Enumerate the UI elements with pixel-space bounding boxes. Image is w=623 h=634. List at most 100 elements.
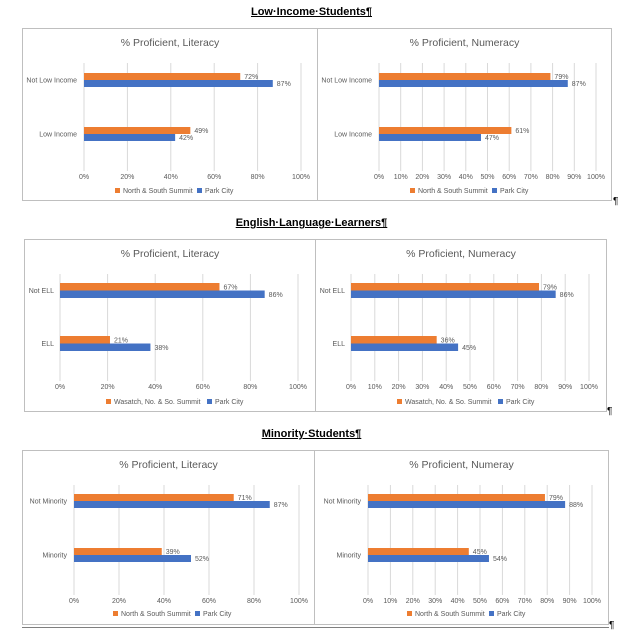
pilcrow-mark: ¶ [613,196,619,207]
bar-chart-5: 0% 10% 20% 30% 40% 50% 60% 70% 80% 90% 100% % Profi… [324,459,601,618]
tick-label: 20% [392,384,406,391]
tick-label: 90% [567,174,581,181]
chart-panel-minority-literacy: 0% 20% 40% 60% 80% 100% % Proficient, Literacy… [22,450,315,625]
tick-label: 70% [511,384,525,391]
tick-label: 0% [55,384,65,391]
pilcrow-mark: ¶ [609,620,615,631]
tick-label: 80% [247,598,261,605]
tick-label: 60% [196,384,210,391]
bar-orange [60,283,220,291]
bar-chart-0: 0% 20% 40% 60% 80% 100% % Proficient, Literacy… [26,37,310,195]
category-label: ELL [42,341,55,348]
tick-label: 10% [368,384,382,391]
tick-label: 80% [243,384,257,391]
legend-label: North & South Summit [415,611,485,618]
data-label: 87% [277,81,291,88]
legend-label: North & South Summit [121,611,191,618]
tick-label: 60% [495,598,509,605]
tick-label: 20% [406,598,420,605]
tick-label: 70% [518,598,532,605]
bar-blue [351,290,556,298]
data-label: 79% [554,74,568,81]
bar-orange [351,336,437,344]
category-label: Minority [336,553,361,560]
tick-label: 40% [148,384,162,391]
tick-label: 90% [563,598,577,605]
data-label: 54% [493,556,507,563]
legend-swatch [197,188,202,193]
chart-title: % Proficient, Numeracy [410,37,520,49]
bar-blue [368,555,489,562]
legend-swatch [410,188,415,193]
legend-swatch [492,188,497,193]
chart-panel-ell-literacy: 0% 20% 40% 60% 80% 100% % Proficient, Literacy… [24,239,316,412]
tick-label: 100% [292,174,310,181]
legend-swatch [489,611,494,616]
heading-minority: Minority·Students¶ [261,428,362,440]
tick-label: 0% [363,598,373,605]
data-label: 21% [114,337,128,344]
tick-label: 40% [157,598,171,605]
tick-label: 0% [69,598,79,605]
data-label: 52% [195,556,209,563]
chart-title: % Proficient, Literacy [121,248,220,260]
tick-label: 60% [487,384,501,391]
data-label: 45% [473,549,487,556]
tick-label: 60% [207,174,221,181]
data-label: 49% [194,128,208,135]
data-label: 71% [238,495,252,502]
category-label: Not Minority [30,499,68,506]
bar-blue [368,501,566,508]
category-label: ELL [333,341,346,348]
legend-swatch [113,611,118,616]
data-label: 86% [269,292,283,299]
bar-chart-2: 0% 20% 40% 60% 80% 100% % Proficient, Literacy… [29,248,307,406]
legend-label: Park City [215,399,244,406]
tick-label: 20% [112,598,126,605]
data-label: 38% [154,345,168,352]
tick-label: 0% [79,174,89,181]
heading-ell: English·Language·Learners¶ [235,217,388,229]
legend-label: Park City [205,188,234,195]
bar-orange [368,548,469,555]
legend-label: North & South Summit [418,188,488,195]
legend-swatch [407,611,412,616]
tick-label: 100% [289,384,307,391]
bar-blue [379,80,568,87]
data-label: 39% [166,549,180,556]
bar-chart-1: 0% 10% 20% 30% 40% 50% 60% 70% 80% 90% 100% % Profi… [321,37,605,195]
legend-swatch [397,399,402,404]
chart-title: % Proficient, Literacy [121,37,220,49]
bar-orange [368,494,545,501]
bar-blue [84,134,176,141]
tick-label: 20% [415,174,429,181]
bar-blue [351,343,459,351]
chart-title: % Proficient, Literacy [119,459,218,471]
bar-orange [84,127,191,134]
tick-label: 40% [439,384,453,391]
legend-swatch [195,611,200,616]
category-label: Low Income [39,132,77,139]
bar-blue [84,80,273,87]
bar-chart-4: 0% 20% 40% 60% 80% 100% % Proficient, Literacy… [30,459,308,618]
tick-label: 100% [290,598,308,605]
data-label: 87% [572,81,586,88]
bar-blue [74,555,191,562]
data-label: 79% [543,284,557,291]
tick-label: 10% [394,174,408,181]
chart-panel-low-income-literacy: 0% 20% 40% 60% 80% 100% % Proficient, Literacy… [22,28,318,201]
tick-label: 30% [428,598,442,605]
tick-label: 100% [587,174,605,181]
tick-label: 80% [540,598,554,605]
bar-blue [60,343,151,351]
chart-panel-low-income-numeracy: 0% 10% 20% 30% 40% 50% 60% 70% 80% 90% 100% % Profi… [317,28,612,201]
data-label: 67% [223,284,237,291]
legend-label: Park City [506,399,535,406]
tick-label: 80% [546,174,560,181]
category-label: Not ELL [29,288,54,295]
legend-swatch [115,188,120,193]
tick-label: 10% [383,598,397,605]
data-label: 88% [569,502,583,509]
data-label: 72% [244,74,258,81]
bar-orange [379,127,512,134]
